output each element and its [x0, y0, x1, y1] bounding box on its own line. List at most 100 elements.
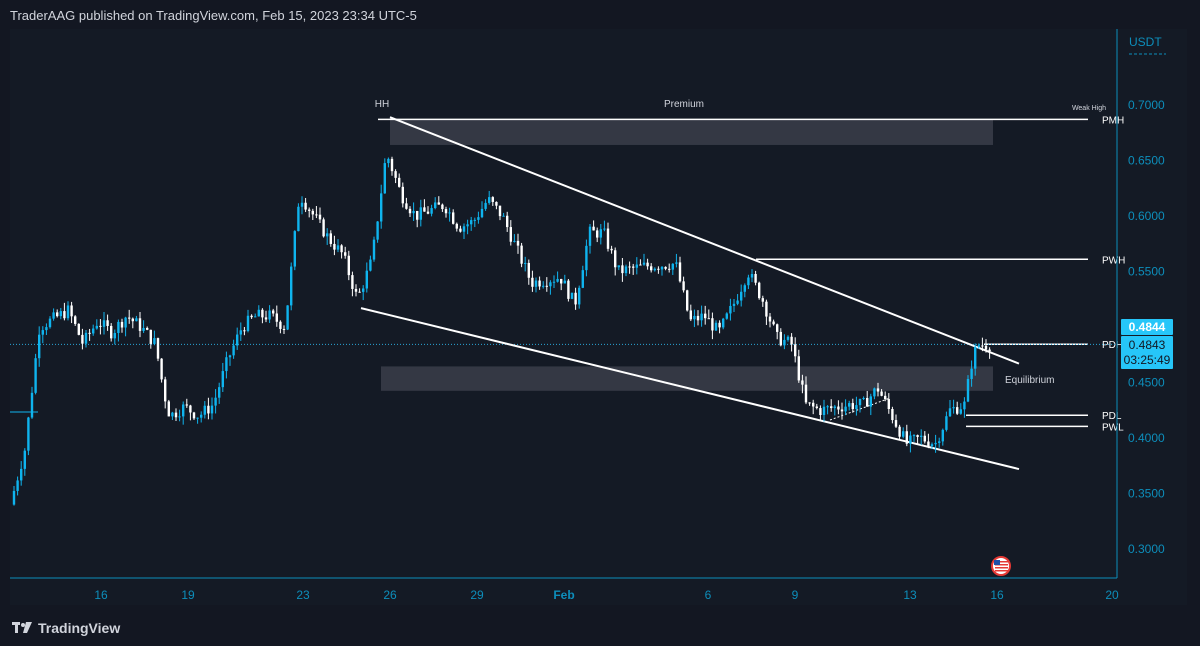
- candle-body: [632, 266, 635, 268]
- candle-body: [693, 315, 696, 320]
- candle-body: [434, 202, 437, 209]
- candle-body: [923, 435, 926, 442]
- candle-body: [542, 285, 545, 287]
- candle-body: [264, 317, 268, 320]
- candle-body: [131, 318, 134, 322]
- candle-body: [722, 318, 725, 328]
- candle-body: [203, 405, 206, 415]
- candle-body: [585, 245, 588, 271]
- candle-body: [621, 265, 624, 274]
- candle-body: [149, 329, 152, 344]
- candle-body: [394, 171, 397, 178]
- candle-body: [606, 228, 610, 249]
- current-price-value: 0.4843: [1129, 338, 1166, 352]
- candle-body: [560, 278, 563, 284]
- candle-body: [527, 262, 530, 278]
- candle-body: [430, 208, 433, 214]
- candle-body: [387, 158, 390, 164]
- candle-body: [372, 239, 376, 260]
- current-price-tag: [1121, 336, 1173, 369]
- candle-body: [441, 204, 444, 210]
- candle-body: [646, 262, 649, 267]
- candle-body: [819, 408, 822, 415]
- candle-body: [488, 197, 491, 203]
- time-tick: Feb: [553, 588, 574, 602]
- chart-pane[interactable]: PMH PWH PDH PDL PWL HH Premium Weak High Equilib…: [10, 29, 1187, 605]
- candle-body: [106, 320, 109, 326]
- candle-body: [358, 291, 361, 293]
- candle-body: [210, 405, 214, 414]
- candle-body: [167, 401, 170, 417]
- candle-body: [635, 264, 638, 268]
- zone-premium: [390, 119, 993, 145]
- candle-body: [941, 429, 944, 442]
- candle-body: [898, 426, 901, 437]
- candle-body: [117, 321, 120, 334]
- candle-body: [135, 318, 138, 322]
- candle-body: [743, 285, 746, 292]
- candle-body: [16, 480, 19, 491]
- candle-body: [934, 442, 937, 445]
- candle-body: [664, 266, 667, 269]
- candle-body: [509, 227, 512, 242]
- candle-body: [268, 310, 271, 320]
- price-tick: 0.5500: [1128, 265, 1165, 279]
- candle-body: [952, 407, 955, 409]
- candle-body: [520, 245, 523, 264]
- candle-body: [113, 333, 116, 339]
- candle-body: [156, 338, 160, 359]
- candle-body: [95, 325, 98, 329]
- candle-body: [581, 270, 584, 288]
- candle-body: [869, 396, 872, 407]
- price-tick: 0.3500: [1128, 487, 1165, 501]
- candle-body: [682, 281, 685, 291]
- candle-body: [340, 245, 343, 253]
- candle-body: [758, 282, 761, 299]
- candle-body: [444, 209, 448, 214]
- candle-body: [448, 212, 451, 214]
- candle-body: [153, 338, 156, 344]
- candle-body: [257, 309, 260, 317]
- candle-body: [146, 327, 149, 330]
- candle-body: [221, 371, 224, 388]
- candle-body: [747, 277, 750, 286]
- time-tick: 16: [94, 588, 108, 602]
- candle-body: [837, 406, 840, 410]
- candle-body: [437, 202, 440, 205]
- us-flag-icon[interactable]: [991, 556, 1011, 576]
- candle-body: [938, 441, 941, 443]
- candle-body: [794, 344, 797, 357]
- candle-body: [804, 384, 808, 403]
- candle-body: [660, 266, 664, 270]
- candle-body: [642, 262, 646, 265]
- candle-body: [855, 405, 858, 410]
- candle-body: [498, 205, 502, 217]
- candle-body: [596, 230, 599, 238]
- tradingview-logo-icon[interactable]: [12, 622, 32, 634]
- candle-body: [963, 401, 966, 410]
- candle-body: [974, 346, 977, 369]
- candle-body: [786, 336, 790, 340]
- footer-brand[interactable]: TradingView: [38, 620, 121, 636]
- candle-body: [376, 221, 379, 240]
- candle-body: [398, 177, 401, 187]
- candle-body: [99, 325, 102, 327]
- candle-body: [304, 202, 307, 210]
- candle-body: [308, 209, 311, 211]
- candle-body: [920, 435, 923, 437]
- candle-body: [30, 392, 34, 418]
- candle-body: [736, 300, 739, 304]
- candle-body: [419, 207, 422, 220]
- candle-body: [614, 250, 617, 268]
- candle-body: [718, 322, 721, 328]
- candle-body: [729, 305, 732, 314]
- level-label-pwl: PWL: [1102, 422, 1124, 433]
- candle-body: [254, 316, 257, 318]
- candle-body: [617, 265, 620, 268]
- countdown-timer: 03:25:49: [1124, 353, 1171, 367]
- candle-body: [956, 407, 959, 414]
- candle-body: [779, 331, 782, 346]
- candle-body: [380, 193, 383, 222]
- candle-body: [74, 316, 77, 324]
